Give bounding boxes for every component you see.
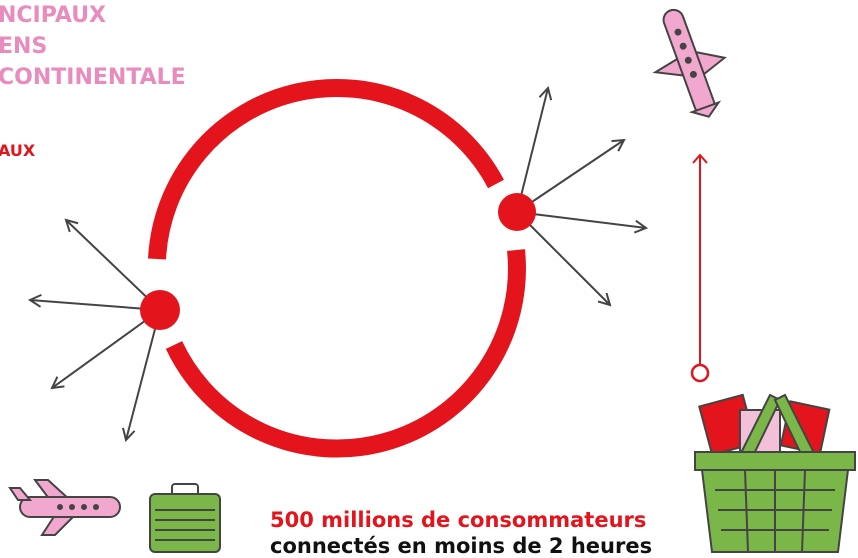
- arrows-right: [517, 88, 646, 305]
- heading-sub: AUX: [0, 141, 36, 160]
- heading-line: NCIPAUX: [0, 3, 106, 28]
- infographic: NCIPAUX ENS CONTINENTALE AUX: [0, 0, 858, 558]
- heading-line: CONTINENTALE: [0, 65, 186, 90]
- plane-top: [637, 0, 741, 129]
- basket: [695, 395, 855, 552]
- arrows-left: [30, 220, 160, 440]
- hub: [140, 290, 180, 330]
- hub: [498, 193, 536, 231]
- ring: [157, 88, 517, 449]
- suitcase: [150, 484, 220, 552]
- caption-line: 500 millions de consommateurs: [270, 508, 646, 532]
- route: [692, 155, 708, 381]
- caption-line: connectés en moins de 2 heures: [270, 534, 652, 558]
- heading-line: ENS: [0, 34, 47, 59]
- plane-bottom: [10, 480, 120, 535]
